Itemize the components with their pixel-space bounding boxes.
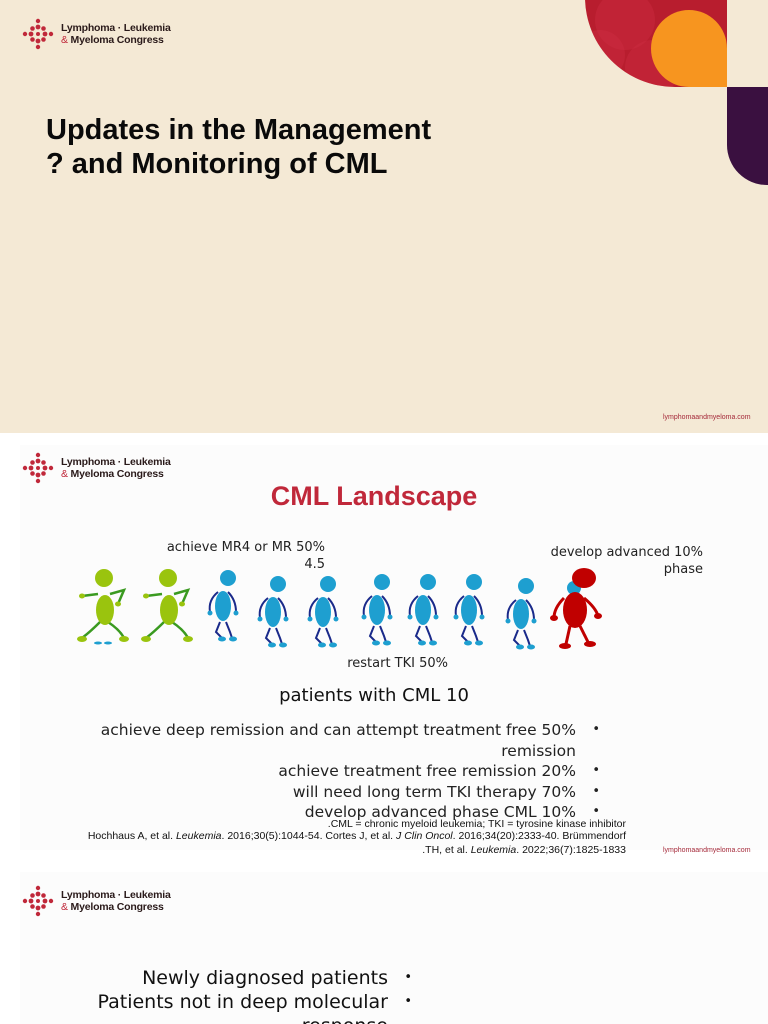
person-figure-icon — [141, 569, 193, 642]
bullet-dot-icon: • — [592, 722, 600, 737]
slide-title: Lymphoma · Leukemia & Myeloma Congress Up… — [0, 0, 768, 433]
ref-journal: J Clin Oncol — [396, 830, 453, 842]
bullet-text-cont: remission — [501, 741, 576, 760]
ref-text: . 2022;36(7):1825-1833 — [516, 844, 626, 856]
ref-journal: Leukemia — [175, 830, 222, 842]
decorative-orange-shape — [651, 10, 727, 87]
congress-logo: Lymphoma · Leukemia & Myeloma Congress — [22, 885, 171, 917]
bullet-item: Newly diagnosed patients • — [12, 966, 412, 990]
slide-subheading: patients with CML 10 — [279, 685, 469, 706]
bullet-dot-icon: • — [404, 994, 412, 1009]
abbreviations-note: .CML = chronic myeloid leukemia; TKI = t… — [327, 818, 626, 830]
person-figure-icon — [407, 574, 439, 646]
congress-logo: Lymphoma · Leukemia & Myeloma Congress — [22, 18, 171, 50]
bullet-text: achieve treatment free remission 20% — [278, 762, 576, 780]
bullet-dot-icon: • — [404, 970, 412, 985]
bullet-item: achieve deep remission and can attempt t… — [40, 720, 600, 761]
bullet-text: Newly diagnosed patients — [142, 967, 388, 989]
bullet-list: achieve deep remission and can attempt t… — [40, 720, 600, 823]
bullet-text: Patients not in deep molecular — [97, 991, 388, 1013]
bullet-dot-icon: • — [592, 763, 600, 778]
person-figure-icon — [453, 574, 485, 646]
label-mr4-line1: achieve MR4 or MR 50% — [166, 540, 325, 555]
bullet-item: will need long term TKI therapy 70% • — [40, 782, 600, 803]
ref-text: Hochhaus A, et al. — [87, 830, 176, 842]
ref-text: .TH, et al. — [422, 844, 471, 856]
ref-journal: Leukemia — [470, 844, 517, 856]
ref-text: . 2016;30(5):1044-54. Cortes J, et al. — [221, 830, 397, 842]
logo-text-line1: Lymphoma · Leukemia — [61, 22, 171, 34]
logo-text-line2: Myeloma Congress — [67, 468, 164, 480]
bullet-text: achieve deep remission and can attempt t… — [100, 721, 576, 739]
patient-figures — [56, 566, 602, 650]
references: Hochhaus A, et al. Leukemia. 2016;30(5):… — [0, 829, 626, 857]
logo-text-line1: Lymphoma · Leukemia — [61, 889, 171, 901]
ref-text: . 2016;34(20):2333-40. Brümmendorf — [452, 830, 626, 842]
bullet-item: achieve treatment free remission 20% • — [40, 761, 600, 782]
bullet-text: will need long term TKI therapy 70% — [292, 782, 576, 801]
website-link[interactable]: lymphomaandmyeloma.com — [663, 414, 751, 421]
bullet-dot-icon: • — [592, 783, 600, 799]
label-advanced-line2: phase — [663, 562, 703, 577]
label-restart-tki: restart TKI 50% — [347, 656, 448, 671]
logo-text-line2: Myeloma Congress — [67, 901, 164, 913]
label-mr4-line2: 4.5 — [304, 557, 325, 572]
logo-text-line2: Myeloma Congress — [67, 34, 164, 46]
logo-text-line1: Lymphoma · Leukemia — [61, 456, 171, 468]
logo-ampersand: & — [61, 468, 68, 480]
congress-logo: Lymphoma · Leukemia & Myeloma Congress — [22, 452, 171, 484]
person-figure-icon — [257, 576, 289, 648]
bullet-item: develop advanced phase CML 10% • — [40, 802, 600, 823]
person-figure-icon — [361, 574, 393, 646]
bullet-dot-icon: • — [592, 804, 600, 819]
person-figure-icon — [77, 569, 129, 645]
slide-cml-landscape: Lymphoma · Leukemia & Myeloma Congress CM… — [0, 433, 768, 858]
bullet-text-cont: response — [98, 1014, 388, 1024]
person-figure-icon — [550, 568, 602, 649]
decorative-purple-shape — [727, 87, 768, 185]
cell-cluster-icon — [22, 885, 54, 917]
title-line2: ? and Monitoring of CML — [46, 148, 388, 180]
slide-patient-groups: Lymphoma · Leukemia & Myeloma Congress Ne… — [0, 862, 768, 1024]
logo-ampersand: & — [61, 901, 68, 913]
presentation-title: Updates in the Management ? and Monitori… — [46, 113, 431, 181]
logo-ampersand: & — [61, 34, 68, 46]
label-advanced: develop advanced 10% phase — [520, 544, 703, 578]
person-figure-icon — [505, 578, 537, 650]
bullet-text: develop advanced phase CML 10% — [304, 803, 576, 821]
website-link[interactable]: lymphomaandmyeloma.com — [663, 847, 751, 854]
cell-cluster-icon — [22, 452, 54, 484]
cell-cluster-icon — [22, 18, 54, 50]
label-advanced-line1: develop advanced 10% — [550, 545, 703, 560]
bullet-list: Newly diagnosed patients • Patients not … — [12, 966, 412, 1024]
person-figure-icon — [307, 576, 339, 648]
bullet-item: Patients not in deep molecularresponse • — [12, 990, 412, 1024]
label-mr4: achieve MR4 or MR 50% 4.5 — [150, 539, 325, 573]
slide-title: CML Landscape — [270, 481, 478, 511]
title-line1: Updates in the Management — [46, 114, 432, 146]
person-figure-icon — [207, 570, 239, 642]
